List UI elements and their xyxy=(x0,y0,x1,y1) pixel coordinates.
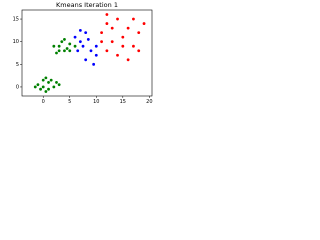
y-tick-label: 0 xyxy=(16,84,19,90)
point xyxy=(63,38,66,41)
point xyxy=(36,83,40,87)
point xyxy=(100,40,103,44)
point xyxy=(94,53,98,57)
x-tick-label: 0 xyxy=(42,99,45,105)
y-tick-label: 5 xyxy=(16,62,19,68)
point xyxy=(68,42,72,46)
point xyxy=(116,53,119,57)
y-tick-label: 10 xyxy=(13,39,19,45)
point xyxy=(84,31,88,35)
point xyxy=(89,49,93,53)
point xyxy=(44,90,48,93)
x-tick-label: 5 xyxy=(68,99,71,105)
point xyxy=(73,44,77,48)
point xyxy=(126,58,130,62)
point xyxy=(55,51,58,55)
point xyxy=(84,58,88,62)
plot-frame xyxy=(21,9,153,97)
point xyxy=(78,40,82,44)
point xyxy=(132,44,135,48)
point xyxy=(47,81,50,84)
point xyxy=(49,78,53,82)
point xyxy=(41,78,45,82)
point xyxy=(52,85,56,89)
point xyxy=(41,85,45,89)
point xyxy=(39,87,42,91)
x-tick-label: 15 xyxy=(120,99,126,105)
point xyxy=(63,49,66,53)
point xyxy=(73,35,77,39)
point xyxy=(78,28,82,32)
point xyxy=(126,26,130,30)
point xyxy=(57,83,61,87)
x-tick-label: 10 xyxy=(93,99,99,105)
point xyxy=(105,49,109,53)
chart-title: Kmeans Iteration 1 xyxy=(56,1,118,9)
chart: Kmeans Iteration 1 0 5 10 15 20 0 5 10 15 xyxy=(13,1,153,105)
point xyxy=(105,13,109,16)
point xyxy=(137,31,141,35)
point xyxy=(121,44,125,48)
point xyxy=(110,40,114,44)
point xyxy=(44,76,48,80)
point xyxy=(57,49,61,53)
point xyxy=(81,44,85,48)
point xyxy=(68,49,72,53)
point xyxy=(92,62,96,66)
point xyxy=(52,44,56,48)
point xyxy=(57,44,61,48)
point xyxy=(110,26,114,30)
point xyxy=(105,22,109,25)
point xyxy=(94,44,98,48)
point xyxy=(100,31,103,35)
point xyxy=(76,49,80,53)
point xyxy=(55,81,58,84)
y-tick-label: 15 xyxy=(13,17,19,23)
point xyxy=(142,22,146,25)
point xyxy=(132,17,135,21)
point xyxy=(47,87,50,91)
point xyxy=(65,47,69,50)
point xyxy=(121,35,125,39)
point xyxy=(86,38,90,41)
point xyxy=(116,17,119,21)
point xyxy=(60,40,64,44)
point xyxy=(33,85,37,89)
point xyxy=(137,49,141,53)
x-tick-label: 20 xyxy=(146,99,152,105)
